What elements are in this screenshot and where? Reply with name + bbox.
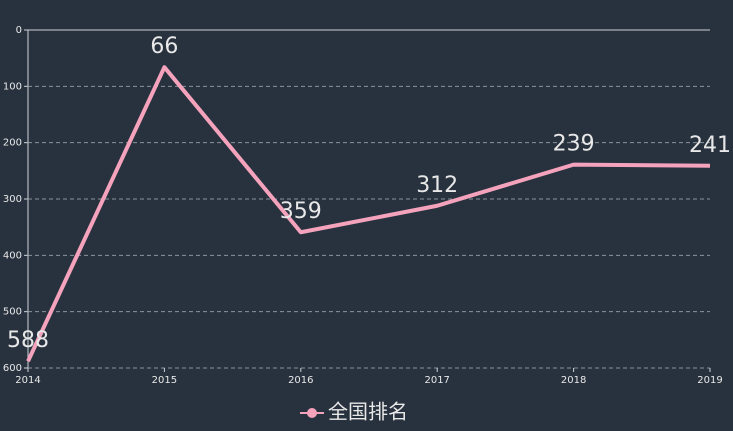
value-label: 66 bbox=[150, 34, 178, 59]
y-tick-label: 300 bbox=[3, 194, 22, 205]
y-tick-label: 200 bbox=[3, 138, 22, 149]
y-tick-label: 500 bbox=[3, 307, 22, 318]
line bbox=[26, 65, 711, 363]
y-tick-label: 400 bbox=[3, 250, 22, 261]
y-tick-label: 100 bbox=[3, 81, 22, 92]
value-label: 239 bbox=[553, 132, 595, 157]
y-tick-label: 600 bbox=[3, 363, 22, 374]
value-label: 359 bbox=[280, 199, 322, 224]
x-tick-label: 2019 bbox=[697, 375, 722, 386]
x-tick-label: 2015 bbox=[152, 375, 177, 386]
x-tick-label: 2018 bbox=[561, 375, 586, 386]
value-label: 312 bbox=[416, 173, 458, 198]
legend-label: 全国排名 bbox=[328, 400, 408, 424]
x-tick-label: 2014 bbox=[15, 375, 40, 386]
legend-marker bbox=[307, 408, 317, 418]
value-label: 241 bbox=[689, 133, 731, 158]
x-tick-label: 2017 bbox=[424, 375, 449, 386]
value-label: 588 bbox=[7, 328, 49, 353]
y-tick-label: 0 bbox=[16, 25, 22, 36]
x-tick-label: 2016 bbox=[288, 375, 313, 386]
